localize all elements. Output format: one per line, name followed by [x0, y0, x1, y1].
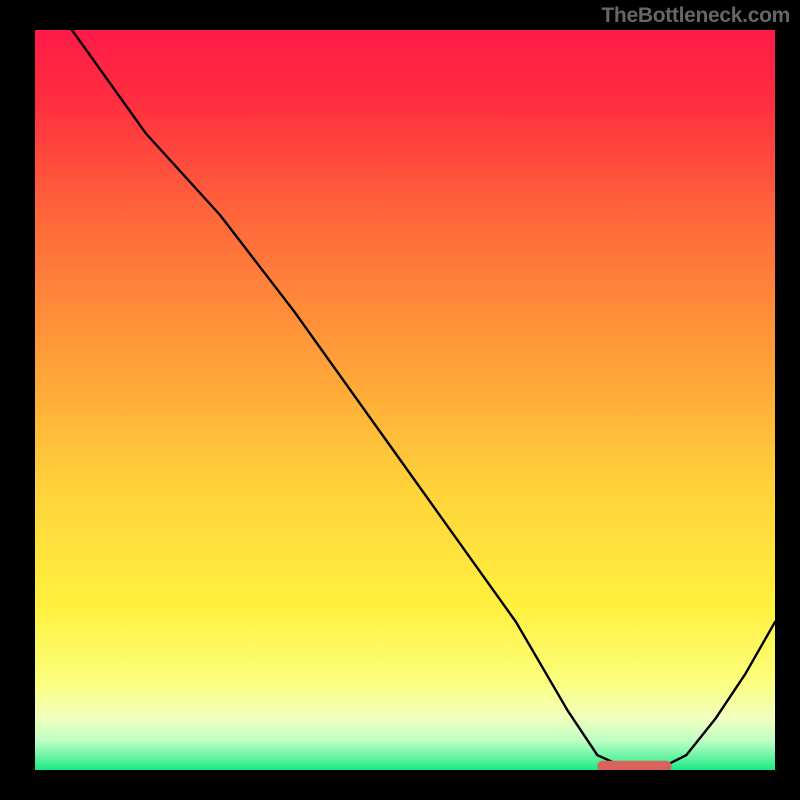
plot-gradient-background: [35, 30, 775, 770]
plot-area: [35, 30, 775, 770]
watermark-text: TheBottleneck.com: [601, 4, 790, 28]
